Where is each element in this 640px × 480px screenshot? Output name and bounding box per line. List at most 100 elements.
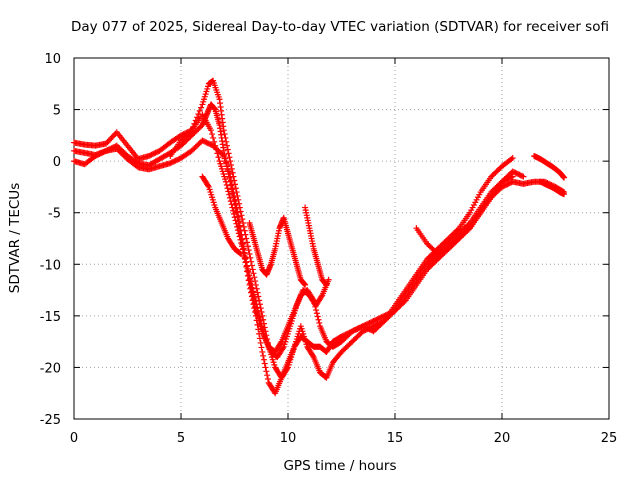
- data-point: [212, 142, 219, 149]
- data-point: [377, 314, 384, 321]
- data-point: [440, 248, 447, 255]
- data-point: [438, 249, 445, 256]
- x-tick-label: 0: [70, 431, 78, 446]
- data-point: [252, 278, 259, 285]
- sat-track-3: [71, 137, 568, 355]
- data-point: [231, 214, 238, 221]
- data-point: [359, 328, 366, 335]
- data-point: [519, 172, 526, 179]
- data-point: [262, 364, 269, 371]
- data-point: [361, 322, 368, 329]
- data-point: [246, 272, 253, 279]
- data-point: [381, 312, 388, 319]
- data-point: [194, 114, 201, 121]
- x-tick-label: 25: [601, 431, 618, 446]
- data-point: [259, 348, 266, 355]
- data-point: [241, 252, 248, 259]
- data-point: [244, 265, 251, 272]
- data-point: [259, 323, 266, 330]
- data-point: [513, 170, 520, 177]
- data-point: [224, 185, 231, 192]
- data-point: [235, 213, 242, 220]
- x-tick-label: 20: [494, 431, 511, 446]
- data-point: [507, 180, 514, 187]
- data-point: [515, 171, 522, 178]
- data-point: [148, 151, 155, 158]
- data-point: [226, 154, 233, 161]
- data-point: [279, 345, 286, 352]
- data-point: [229, 185, 236, 192]
- data-point: [359, 323, 366, 330]
- data-point: [503, 181, 510, 188]
- data-point: [250, 270, 257, 277]
- sat-track-8: [413, 173, 516, 257]
- data-point: [351, 327, 358, 334]
- data-point: [96, 151, 103, 158]
- data-point: [228, 201, 235, 208]
- data-point: [501, 177, 508, 184]
- data-point: [256, 297, 263, 304]
- data-point: [175, 156, 182, 163]
- data-point: [225, 188, 232, 195]
- y-tick-label: 10: [44, 52, 61, 67]
- data-point: [232, 196, 239, 203]
- data-point: [251, 274, 258, 281]
- data-point: [243, 262, 250, 269]
- data-point: [213, 146, 220, 153]
- data-point: [465, 226, 472, 233]
- data-point: [259, 327, 266, 334]
- x-axis-title: GPS time / hours: [283, 458, 396, 474]
- data-series: [71, 77, 568, 397]
- data-point: [93, 152, 100, 159]
- data-point: [378, 314, 385, 321]
- data-point: [437, 249, 444, 256]
- data-point: [254, 304, 261, 311]
- data-point: [101, 148, 108, 155]
- data-point: [366, 319, 373, 326]
- data-point: [242, 256, 249, 263]
- data-point: [501, 182, 508, 189]
- data-point: [369, 327, 376, 334]
- data-point: [385, 310, 392, 317]
- data-point: [239, 246, 246, 253]
- data-point: [389, 308, 396, 315]
- x-tick-label: 15: [387, 431, 404, 446]
- data-point: [366, 326, 373, 333]
- data-point: [365, 325, 372, 332]
- y-tick-label: -5: [48, 207, 61, 222]
- data-point: [229, 169, 236, 176]
- data-point: [240, 220, 247, 227]
- sat-track-2: [71, 101, 527, 397]
- data-point: [257, 339, 264, 346]
- data-point: [227, 173, 234, 180]
- chart-title: Day 077 of 2025, Sidereal Day-to-day VTE…: [71, 19, 609, 35]
- data-point: [238, 212, 245, 219]
- data-point: [263, 368, 270, 375]
- sat-track-5: [199, 173, 244, 257]
- data-point: [507, 174, 514, 181]
- data-point: [314, 313, 321, 320]
- data-point: [199, 137, 206, 144]
- data-point: [237, 250, 244, 257]
- data-point: [442, 247, 449, 254]
- data-point: [247, 278, 254, 285]
- data-point: [258, 344, 265, 351]
- data-point: [374, 316, 381, 323]
- sat-track-9: [531, 152, 568, 181]
- data-point: [237, 208, 244, 215]
- data-point: [369, 318, 376, 325]
- data-point: [264, 372, 271, 379]
- data-point: [215, 154, 222, 161]
- data-point: [441, 247, 448, 254]
- data-point: [226, 191, 233, 198]
- data-point: [224, 142, 231, 149]
- x-tick-label: 10: [280, 431, 297, 446]
- data-point: [252, 298, 259, 305]
- data-point: [509, 168, 516, 175]
- data-point: [302, 281, 309, 288]
- data-point: [206, 140, 213, 147]
- data-point: [228, 162, 235, 169]
- data-point: [95, 151, 102, 158]
- data-point: [210, 134, 217, 141]
- data-point: [246, 250, 253, 257]
